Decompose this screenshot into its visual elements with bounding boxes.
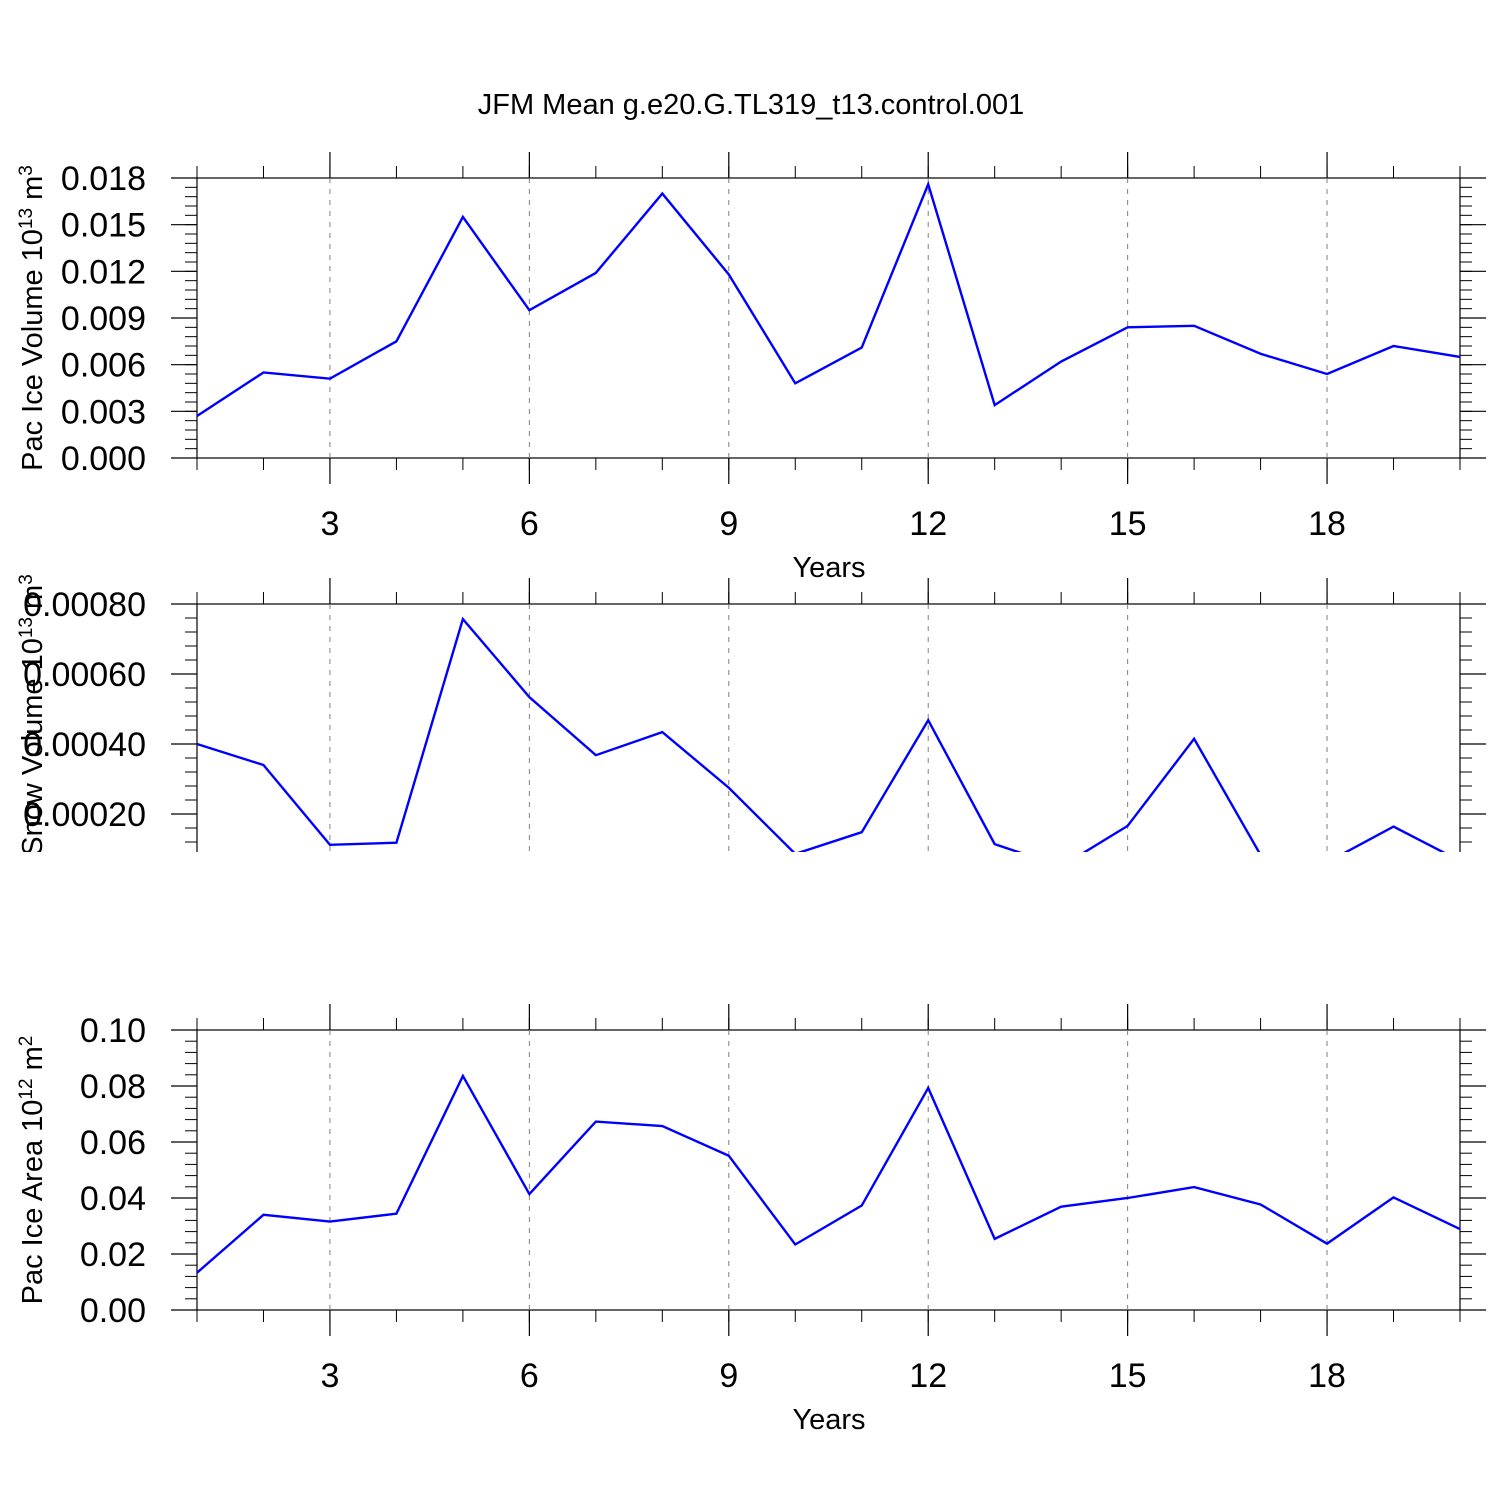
y-axis-label-exponent: 13 <box>16 208 37 229</box>
y-tick-label: 0.04 <box>80 1180 146 1218</box>
y-tick-label: 0.00040 <box>23 726 146 764</box>
y-tick-label: 0.02 <box>80 1236 146 1274</box>
chart-title: JFM Mean g.e20.G.TL319_t13.control.001 <box>478 89 1024 121</box>
y-tick-label: 0.015 <box>61 207 146 245</box>
x-tick-label: 15 <box>1109 505 1147 543</box>
x-tick-label: 9 <box>719 1357 738 1395</box>
y-axis-label-exponent: 13 <box>16 617 37 638</box>
y-axis-label-main: Pac Snow Volume 10 <box>17 638 49 914</box>
y-axis-label-main: Pac Ice Area 10 <box>17 1100 49 1305</box>
y-axis-label-unit: m <box>17 585 49 617</box>
x-tick-label: 6 <box>520 1357 539 1395</box>
x-tick-label: 18 <box>1308 505 1346 543</box>
x-tick-label: 9 <box>719 505 738 543</box>
y-tick-label: 0.00060 <box>23 656 146 694</box>
y-axis-label: Pac Snow Volume 1013 m3 <box>16 574 50 914</box>
panel-snow-volume: 3 6 9 12 15 18 Years 0.00000 0.00020 0.00040 0.000… <box>16 574 1486 1010</box>
y-tick-label: 0.018 <box>61 160 146 198</box>
y-axis-label: Pac Ice Area 1012 m2 <box>16 1036 50 1305</box>
plot-frame <box>196 1029 1461 1311</box>
panel-ice-volume: 3 6 9 12 15 18 Years 0.000 0.003 0.006 0.009 0.012 0… <box>16 152 1486 584</box>
y-tick-label: 0.00000 <box>23 866 146 904</box>
y-tick-label: 0.00020 <box>23 796 146 834</box>
y-axis-label-unit-exponent: 3 <box>16 574 37 585</box>
series-line <box>196 1073 1461 1274</box>
y-tick-label: 0.012 <box>61 253 146 291</box>
y-tick-label: 0.06 <box>80 1124 146 1162</box>
x-axis-label: Years <box>792 1404 865 1436</box>
x-tick-label: 9 <box>719 931 738 969</box>
x-axis-label: Years <box>792 978 865 1010</box>
series-line <box>196 616 1446 852</box>
y-axis-label-exponent: 12 <box>16 1078 37 1099</box>
y-axis-label: Pac Ice Volume 1013 m3 <box>16 165 50 471</box>
x-tick-label: 15 <box>1109 931 1147 969</box>
y-tick-label: 0.10 <box>80 1012 146 1050</box>
x-tick-label: 12 <box>909 931 947 969</box>
y-tick-label: 0.08 <box>80 1068 146 1106</box>
x-tick-label: 3 <box>320 505 339 543</box>
x-tick-label: 6 <box>520 931 539 969</box>
y-tick-label: 0.003 <box>61 393 146 431</box>
y-tick-label: 0.000 <box>61 440 146 478</box>
y-tick-label: 0.00 <box>80 1292 146 1330</box>
y-axis-label-unit: m <box>17 1046 49 1078</box>
x-tick-label: 6 <box>520 505 539 543</box>
panel-ice-area: 3 6 9 12 15 18 Years 0.00 0.02 0.04 0.06 0.08 0.10 Pa… <box>16 1004 1486 1436</box>
x-tick-label: 12 <box>909 505 947 543</box>
y-tick-label: 0.006 <box>61 347 146 385</box>
y-axis-label-main: Pac Ice Volume 10 <box>17 229 49 471</box>
x-tick-label: 3 <box>320 1357 339 1395</box>
x-axis-label: Years <box>792 552 865 584</box>
y-tick-label: 0.00080 <box>23 586 146 624</box>
x-tick-label: 12 <box>909 1357 947 1395</box>
series-line <box>196 180 1461 418</box>
x-tick-label: 15 <box>1109 1357 1147 1395</box>
plot-frame <box>196 177 1461 459</box>
y-axis-label-unit-exponent: 3 <box>16 165 37 176</box>
y-axis-label-unit: m <box>17 176 49 208</box>
x-tick-label: 3 <box>320 931 339 969</box>
y-tick-label: 0.009 <box>61 300 146 338</box>
y-axis-label-unit-exponent: 2 <box>16 1036 37 1047</box>
x-tick-label: 18 <box>1308 931 1346 969</box>
x-tick-label: 18 <box>1308 1357 1346 1395</box>
